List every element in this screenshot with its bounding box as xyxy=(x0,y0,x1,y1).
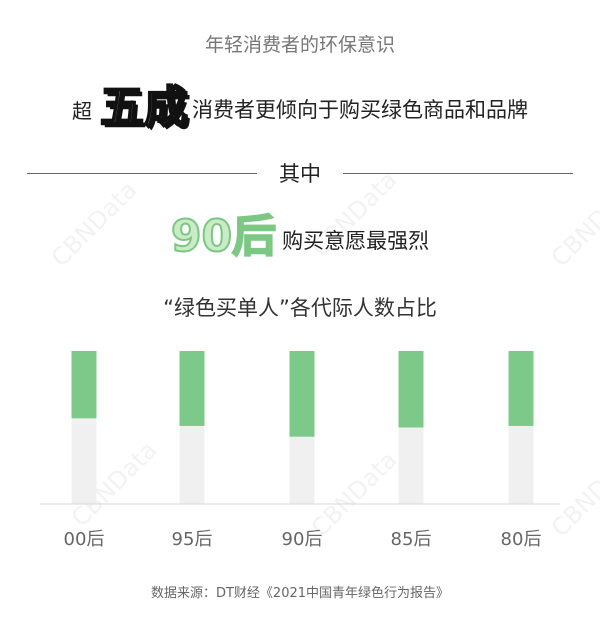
subtitle: 年轻消费者的环保意识 xyxy=(204,34,395,56)
headline-suffix: 消费者更倾向于购买绿色商品和品牌 xyxy=(192,98,528,122)
divider-left xyxy=(27,173,257,174)
headline: 超 五成 消费者更倾向于购买绿色商品和品牌 xyxy=(0,82,600,133)
source-note: 数据来源：DT财经《2021中国青年绿色行为报告》 xyxy=(150,586,450,601)
divider-label: 其中 xyxy=(279,162,321,186)
tick-label: 90后 xyxy=(282,529,323,550)
highlight: 90后 购买意愿最强烈 xyxy=(0,211,600,262)
tick-label: 95后 xyxy=(172,529,213,550)
headline-prefix: 超 xyxy=(72,99,92,123)
bar-00后 xyxy=(71,351,97,419)
divider-right xyxy=(343,173,573,174)
chart-title: “绿色买单人”各代际人数占比 xyxy=(163,296,437,320)
tick-label: 00后 xyxy=(64,529,105,550)
bar-85后 xyxy=(398,351,424,428)
tick-label: 80后 xyxy=(501,529,542,550)
headline-emphasis: 五成 xyxy=(99,82,189,133)
highlight-emphasis: 90后 xyxy=(170,211,277,262)
bar-90后 xyxy=(289,351,315,437)
highlight-suffix: 购买意愿最强烈 xyxy=(282,229,430,253)
bar-95后 xyxy=(179,351,205,426)
bar-80后 xyxy=(508,351,534,426)
tick-label: 85后 xyxy=(391,529,432,550)
